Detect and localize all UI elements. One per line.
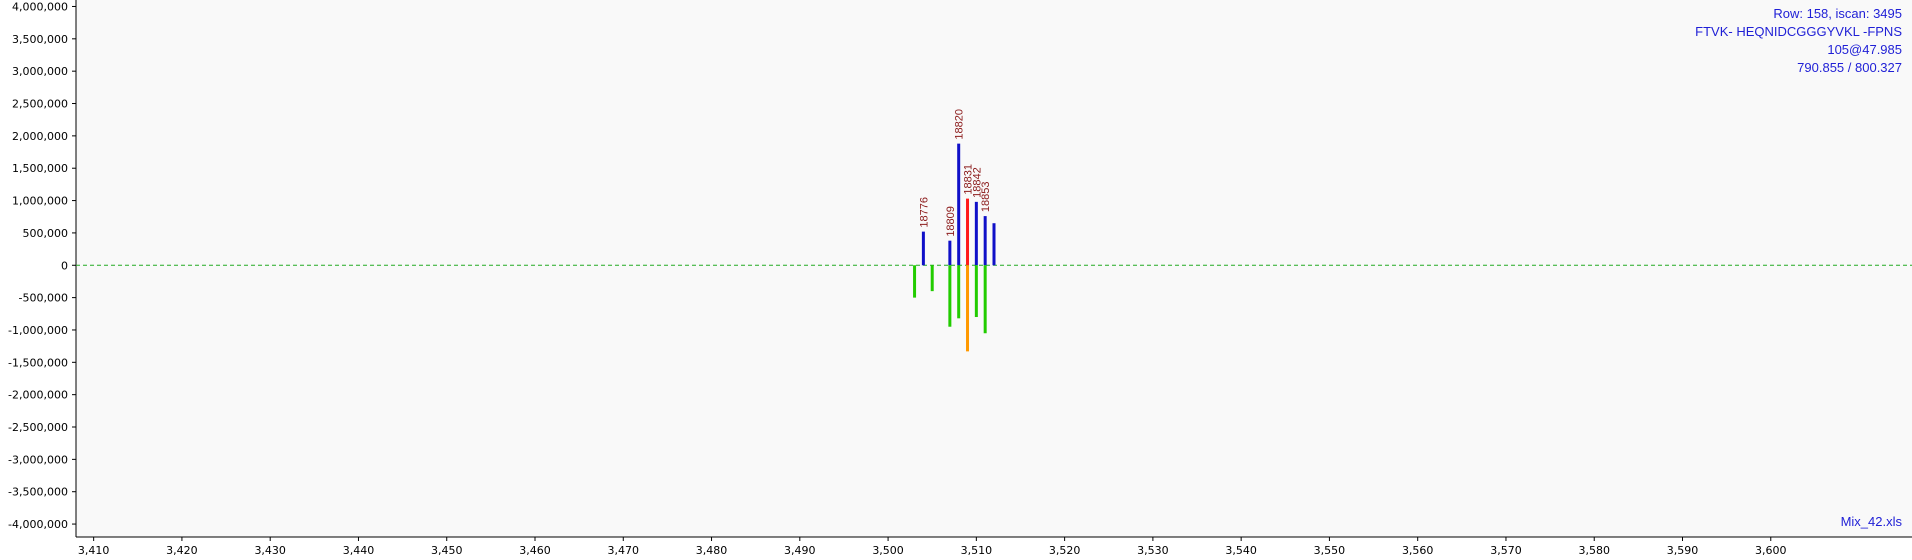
plot-area [76,0,1912,537]
x-tick-label: 3,440 [343,544,375,557]
x-tick-label: 3,480 [696,544,728,557]
y-tick-label: 1,000,000 [12,195,68,208]
x-tick-label: 3,570 [1490,544,1522,557]
y-tick-label: 2,000,000 [12,130,68,143]
x-tick-label: 3,430 [254,544,286,557]
info-mz: 790.855 / 800.327 [1797,60,1902,75]
info-filename: Mix_42.xls [1840,514,1902,529]
peak-label: 18831 [963,164,975,195]
y-tick-label: -3,500,000 [8,486,68,499]
peak-label: 18853 [980,182,992,213]
x-tick-label: 3,520 [1049,544,1081,557]
peak-label: 18842 [971,167,983,198]
y-axis: 4,000,000 3,500,000 3,000,000 2,500,000 2,00… [8,0,77,537]
peak-label: 18776 [918,197,930,228]
x-tick-label: 3,530 [1137,544,1169,557]
info-charge-rt: 105@47.985 [1827,42,1902,57]
y-tick-label: 1,500,000 [12,162,68,175]
x-tick-label: 3,560 [1402,544,1434,557]
x-tick-label: 3,580 [1578,544,1610,557]
x-tick-label: 3,590 [1667,544,1699,557]
peak-label: 18809 [945,206,957,237]
y-tick-label: 2,500,000 [12,98,68,111]
y-tick-label: 0 [61,259,68,272]
x-tick-label: 3,550 [1314,544,1346,557]
x-tick-label: 3,500 [872,544,904,557]
x-tick-label: 3,420 [166,544,198,557]
x-tick-label: 3,490 [784,544,816,557]
x-axis: 3,410 3,420 3,430 3,440 3,450 3,460 3,470 3,480… [76,536,1912,557]
x-tick-label: 3,450 [431,544,463,557]
y-tick-label: 3,000,000 [12,65,68,78]
y-tick-label: 4,000,000 [12,0,68,13]
x-tick-label: 3,510 [961,544,993,557]
y-tick-label: -2,000,000 [8,389,68,402]
x-tick-label: 3,460 [519,544,551,557]
x-tick-label: 3,470 [608,544,640,557]
info-peptide: FTVK- HEQNIDCGGGYVKL -FPNS [1695,24,1902,39]
y-tick-label: -500,000 [19,292,68,305]
x-tick-label: 3,600 [1755,544,1787,557]
y-tick-label: 3,500,000 [12,33,68,46]
x-tick-label: 3,410 [78,544,110,557]
y-tick-label: -1,500,000 [8,356,68,369]
y-tick-label: -4,000,000 [8,518,68,531]
info-row-scan: Row: 158, iscan: 3495 [1773,6,1902,21]
y-tick-label: 500,000 [23,227,69,240]
y-tick-label: -3,000,000 [8,453,68,466]
y-tick-label: -1,000,000 [8,324,68,337]
x-tick-label: 3,540 [1225,544,1257,557]
peak-label: 18820 [954,109,966,140]
peak-bars [913,143,996,352]
y-tick-label: -2,500,000 [8,421,68,434]
